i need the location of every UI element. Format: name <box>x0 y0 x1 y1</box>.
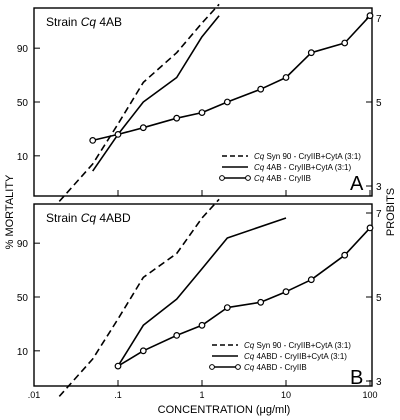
panel-a-series-1-line <box>58 3 220 202</box>
panel-b-letter: B <box>350 367 363 389</box>
panel-a-ytick-label-right: 5 <box>376 98 382 109</box>
panel-a-ytick-label-right: 3 <box>376 182 382 193</box>
panel-b-series-3-point <box>282 288 290 296</box>
panel-b-series-2-legend-label: Cq 4ABD - CryIIB+CytA (3:1) <box>244 352 347 361</box>
y-axis-label-mortality: % MORTALITY <box>4 174 16 249</box>
panel-a-ytick-label-left: 50 <box>17 98 29 109</box>
panel-a-series-3-point <box>282 74 290 81</box>
panel-b-series-3-legend-label: Cq 4ABD - CryIIB <box>244 363 307 372</box>
panel-a-series-3-point <box>223 98 231 106</box>
panel-b-ytick-label-right: 7 <box>376 209 382 220</box>
panel-b-series-3-point <box>223 304 231 312</box>
panel-b-series-3-point <box>198 321 206 329</box>
panel-a-ytick-label-left: 10 <box>17 152 29 163</box>
panel-a-ytick-label-right: 7 <box>376 14 382 25</box>
panel-a-series-2-legend-label: Cq 4AB - CryIIB+CytA (3:1) <box>254 163 351 172</box>
x-axis-label: CONCENTRATION (μg/ml) <box>158 404 291 416</box>
panel-a-series-3-point <box>257 85 265 93</box>
panel-a-series-3-point <box>366 12 374 20</box>
panel-a-series-3-legend-marker <box>245 175 251 181</box>
panel-a-series-3-legend-marker <box>219 175 225 181</box>
panel-a-series-1-legend-label: Cq Syn 90 - CryIIB+CytA (3:1) <box>254 152 361 161</box>
panel-b-series-3-point <box>173 332 181 339</box>
panel-a-series-2-line <box>92 15 220 172</box>
panel-a: 90 50 10 7 5 3 Strain Cq 4AB A Cq Syn 90 - CryII… <box>17 3 382 202</box>
y-axis-label-probits: PROBITS <box>385 188 397 236</box>
panel-b-ytick-label-left: 90 <box>17 239 29 250</box>
panel-b-xtick-label: 1 <box>199 390 204 400</box>
panel-a-series-3-point <box>89 136 97 144</box>
panel-b-series-3-point <box>366 224 374 232</box>
panel-a-series-3-point <box>307 49 315 57</box>
panel-a-series-3-point <box>114 130 122 138</box>
panel-b-series-3-legend-marker <box>235 364 241 370</box>
panel-b-ytick-label-left: 50 <box>17 293 29 304</box>
panel-a-series-3-legend-label: Cq 4AB - CryIIB <box>254 174 311 183</box>
panel-b-series-3-point <box>139 347 147 355</box>
panel-a-series-3-line <box>92 15 371 142</box>
panel-a-series-3-point <box>198 109 206 116</box>
panel-b-series-3-point <box>341 251 349 259</box>
panel-b-ytick-label-right: 5 <box>376 293 382 304</box>
panel-a-series-3-point <box>139 124 147 132</box>
panel-b-xtick-label: 10 <box>281 390 291 400</box>
panel-b-ytick-label-right: 3 <box>376 377 382 388</box>
panel-a-letter: A <box>350 173 364 195</box>
panel-b-series-3-point <box>257 298 265 306</box>
panel-b-xtick-label: .01 <box>28 390 41 400</box>
panel-b-series-3-point <box>114 362 122 370</box>
panel-a-series-3-point <box>341 39 349 47</box>
panel-b-series-3-line <box>117 227 371 367</box>
chart-panels: 90 50 10 7 5 3 Strain Cq 4AB A Cq Syn 90 - CryII… <box>17 3 382 400</box>
panel-b-series-2-line <box>117 217 287 367</box>
panel-b-series-3-legend-marker <box>209 364 215 370</box>
panel-a-title: Strain Cq 4AB <box>46 15 122 29</box>
panel-b-xtick-label: .1 <box>114 390 122 400</box>
panel-b-title: Strain Cq 4ABD <box>46 211 131 225</box>
panel-a-ytick-label-left: 90 <box>17 44 29 55</box>
panel-b-series-1-line <box>58 198 220 397</box>
panel-b-ytick-label-left: 10 <box>17 347 29 358</box>
panel-b-xtick-label: 100 <box>362 390 377 400</box>
panel-b-series-3-point <box>307 276 315 284</box>
panel-a-series-3-point <box>173 114 181 122</box>
panel-b-frame <box>33 203 373 387</box>
panel-b-series-1-legend-label: Cq Syn 90 - CryIIB+CytA (3:1) <box>244 341 351 350</box>
panel-b: 90 50 10 7 5 3 .01 .1 1 10 100 Strain Cq 4ABD B Cq Sy… <box>17 198 382 400</box>
